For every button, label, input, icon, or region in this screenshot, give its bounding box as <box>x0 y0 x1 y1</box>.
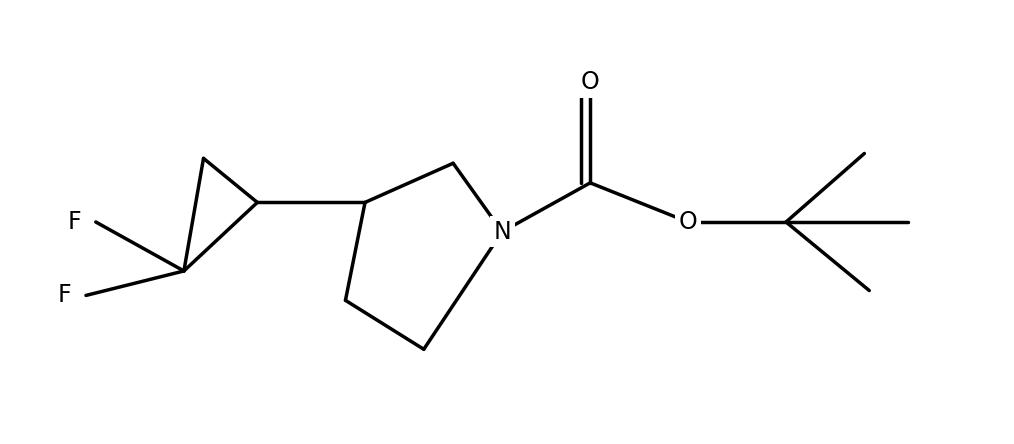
Text: F: F <box>58 283 71 307</box>
Text: F: F <box>68 210 81 234</box>
Text: O: O <box>581 70 599 94</box>
Text: O: O <box>678 210 698 234</box>
Text: N: N <box>493 220 511 244</box>
